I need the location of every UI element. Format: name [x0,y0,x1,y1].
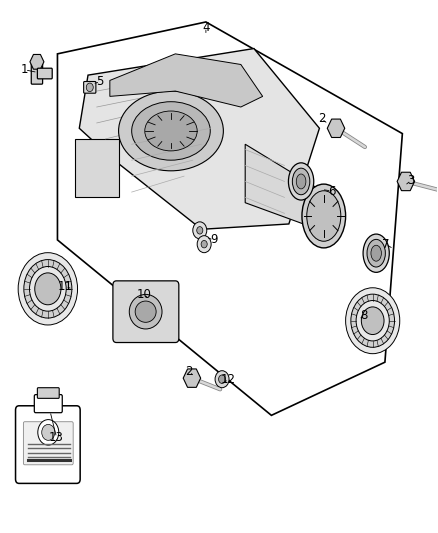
Ellipse shape [371,245,381,261]
FancyBboxPatch shape [34,394,62,413]
FancyBboxPatch shape [113,281,179,343]
Text: 11: 11 [58,280,73,293]
Ellipse shape [307,191,341,241]
Circle shape [197,236,211,253]
Ellipse shape [129,294,162,329]
Polygon shape [79,49,319,229]
Circle shape [351,294,395,348]
Ellipse shape [302,184,346,248]
Polygon shape [75,139,119,197]
FancyBboxPatch shape [31,63,42,84]
Text: 5: 5 [96,75,104,88]
Circle shape [18,253,78,325]
Circle shape [197,227,203,234]
Text: 6: 6 [328,184,336,198]
Circle shape [193,222,207,239]
Circle shape [356,301,389,341]
Circle shape [24,260,72,318]
Text: 3: 3 [407,174,415,187]
Circle shape [219,375,226,383]
Circle shape [361,307,384,335]
Ellipse shape [292,168,310,195]
Ellipse shape [363,234,389,272]
FancyBboxPatch shape [37,387,59,398]
Ellipse shape [145,111,197,151]
Text: 13: 13 [49,431,64,444]
Circle shape [201,240,207,248]
Circle shape [215,370,229,387]
FancyBboxPatch shape [23,422,73,465]
Text: 10: 10 [137,288,152,301]
Text: 7: 7 [382,238,389,251]
Circle shape [86,83,93,92]
Ellipse shape [288,163,314,200]
Ellipse shape [119,91,223,171]
Ellipse shape [135,301,156,322]
Circle shape [35,273,61,305]
Circle shape [346,288,400,354]
Polygon shape [110,54,263,107]
FancyBboxPatch shape [37,68,52,79]
Text: 12: 12 [221,373,236,386]
Text: 2: 2 [186,365,193,378]
Circle shape [38,419,59,445]
Polygon shape [245,144,332,235]
Text: 9: 9 [210,233,218,246]
Ellipse shape [132,102,210,160]
Circle shape [42,424,55,440]
FancyBboxPatch shape [15,406,80,483]
Ellipse shape [296,174,306,189]
Text: 8: 8 [360,309,367,322]
Text: 4: 4 [202,21,210,34]
Text: 2: 2 [318,112,325,125]
Text: 1: 1 [21,63,28,76]
Circle shape [29,266,66,311]
Ellipse shape [367,239,385,267]
FancyBboxPatch shape [84,82,96,93]
